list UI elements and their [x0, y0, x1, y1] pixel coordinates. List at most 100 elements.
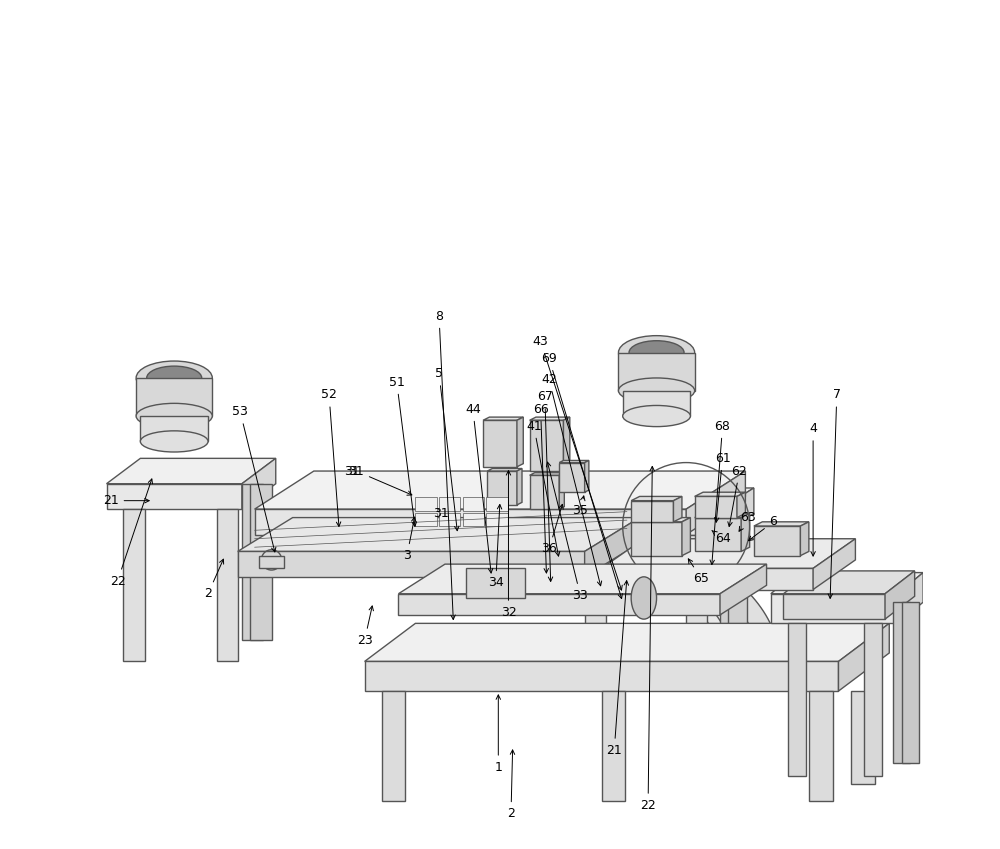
Text: 31: 31: [433, 507, 449, 520]
Ellipse shape: [140, 430, 208, 452]
Polygon shape: [463, 513, 484, 526]
Text: 31: 31: [348, 464, 412, 495]
Text: 67: 67: [537, 390, 553, 582]
Polygon shape: [466, 513, 776, 640]
Polygon shape: [365, 661, 838, 691]
Text: 44: 44: [465, 402, 493, 573]
Polygon shape: [483, 417, 523, 420]
Polygon shape: [720, 514, 739, 657]
Text: 53: 53: [232, 405, 276, 552]
Text: 63: 63: [739, 511, 756, 531]
Polygon shape: [382, 691, 405, 801]
Polygon shape: [813, 539, 855, 589]
Polygon shape: [788, 623, 806, 776]
Polygon shape: [902, 602, 919, 763]
Polygon shape: [771, 593, 898, 623]
Text: 69: 69: [541, 352, 622, 599]
Polygon shape: [809, 691, 833, 801]
Text: 43: 43: [533, 335, 622, 590]
Polygon shape: [800, 522, 809, 555]
Ellipse shape: [629, 340, 684, 364]
Polygon shape: [631, 522, 682, 555]
Polygon shape: [783, 593, 885, 619]
Text: 8: 8: [435, 310, 455, 620]
Polygon shape: [720, 488, 754, 535]
Polygon shape: [631, 501, 673, 522]
Polygon shape: [893, 602, 910, 763]
Polygon shape: [602, 539, 855, 568]
Polygon shape: [695, 497, 737, 518]
Polygon shape: [728, 514, 747, 657]
Ellipse shape: [136, 361, 212, 395]
Text: 61: 61: [714, 452, 730, 522]
Polygon shape: [242, 458, 276, 509]
Text: 62: 62: [728, 464, 747, 526]
Polygon shape: [568, 509, 720, 535]
Polygon shape: [463, 498, 484, 511]
Polygon shape: [737, 492, 745, 518]
Polygon shape: [259, 555, 284, 568]
Text: 66: 66: [533, 402, 548, 573]
Text: 3: 3: [403, 517, 416, 562]
Polygon shape: [530, 420, 563, 471]
Polygon shape: [398, 564, 767, 593]
Polygon shape: [631, 497, 682, 501]
Polygon shape: [530, 475, 559, 509]
Polygon shape: [530, 473, 564, 475]
Polygon shape: [851, 691, 875, 784]
Text: 52: 52: [321, 388, 341, 526]
Polygon shape: [585, 460, 589, 492]
Ellipse shape: [623, 406, 690, 426]
Text: 36: 36: [541, 504, 563, 555]
Polygon shape: [754, 522, 809, 526]
Text: 21: 21: [606, 581, 629, 756]
Polygon shape: [238, 518, 640, 552]
Text: 5: 5: [435, 368, 459, 531]
Polygon shape: [238, 552, 585, 576]
Text: 41: 41: [526, 419, 560, 556]
Polygon shape: [255, 509, 686, 535]
Text: 2: 2: [507, 750, 515, 820]
Polygon shape: [559, 463, 585, 492]
Text: 4: 4: [809, 422, 817, 556]
Text: 1: 1: [494, 695, 502, 773]
Text: 65: 65: [688, 559, 709, 585]
Polygon shape: [107, 458, 276, 484]
Polygon shape: [517, 469, 522, 505]
Polygon shape: [864, 623, 882, 776]
Polygon shape: [530, 417, 570, 420]
Polygon shape: [771, 572, 923, 593]
Polygon shape: [486, 498, 508, 511]
Polygon shape: [898, 572, 923, 623]
Polygon shape: [602, 691, 625, 801]
Polygon shape: [140, 416, 208, 441]
Polygon shape: [682, 518, 690, 555]
Text: 21: 21: [103, 494, 149, 507]
Polygon shape: [487, 469, 522, 471]
Polygon shape: [242, 484, 263, 640]
Polygon shape: [398, 593, 720, 615]
Polygon shape: [602, 568, 813, 589]
Ellipse shape: [147, 366, 202, 390]
Polygon shape: [695, 492, 745, 497]
Ellipse shape: [631, 576, 657, 619]
Polygon shape: [136, 378, 212, 416]
Polygon shape: [486, 513, 508, 526]
Polygon shape: [631, 518, 690, 522]
Polygon shape: [563, 417, 570, 471]
Text: 2: 2: [204, 559, 224, 600]
Polygon shape: [250, 484, 272, 640]
Text: 35: 35: [572, 496, 588, 517]
Ellipse shape: [136, 403, 212, 429]
Polygon shape: [695, 518, 741, 552]
Polygon shape: [473, 538, 730, 644]
Text: 31: 31: [344, 464, 360, 477]
Polygon shape: [483, 420, 517, 467]
Text: 23: 23: [357, 606, 373, 647]
Polygon shape: [585, 535, 606, 670]
Polygon shape: [217, 509, 238, 661]
Text: 33: 33: [546, 462, 588, 602]
Polygon shape: [415, 513, 437, 526]
Polygon shape: [885, 571, 915, 619]
Polygon shape: [838, 623, 889, 691]
